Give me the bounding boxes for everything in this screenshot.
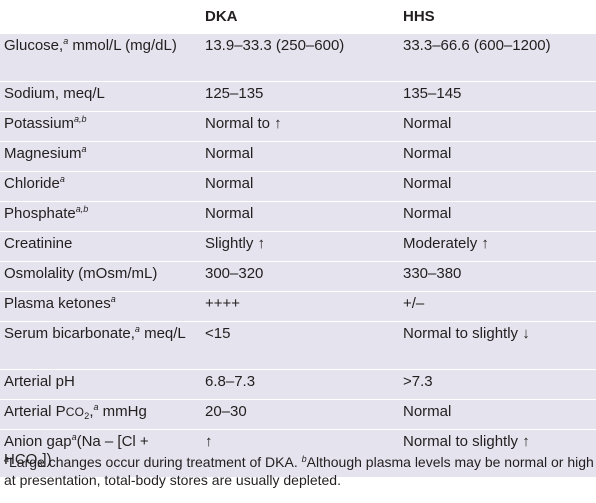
table-row: Potassiuma,b Normal to ↑ Normal — [0, 111, 596, 142]
dka-value: Slightly ↑ — [201, 231, 399, 262]
row-label: Creatinine — [0, 231, 201, 262]
table-row: Glucose,a mmol/L (mg/dL) 13.9–33.3 (250–6… — [0, 33, 596, 82]
hhs-value: Normal — [399, 201, 596, 232]
row-label: Glucose,a mmol/L (mg/dL) — [0, 33, 201, 82]
hhs-value: Normal — [399, 111, 596, 142]
dka-value: ↑ — [201, 429, 399, 477]
dka-value: <15 — [201, 321, 399, 370]
footnote-b-text: Although plasma levels may be normal or … — [4, 454, 594, 488]
table-row: Sodium, meq/L 125–135 135–145 — [0, 81, 596, 112]
header-hhs: HHS — [399, 0, 596, 34]
dka-value: Normal — [201, 201, 399, 232]
dka-value: 6.8–7.3 — [201, 369, 399, 400]
table-row: Plasma ketonesa ++++ +/– — [0, 291, 596, 322]
dka-value: Normal — [201, 171, 399, 202]
table-row: Magnesiuma Normal Normal — [0, 141, 596, 172]
row-label: Arterial pH — [0, 369, 201, 400]
dka-value: Normal to ↑ — [201, 111, 399, 142]
dka-hhs-lab-table: DKA HHS Glucose,a mmol/L (mg/dL) 13.9–33.… — [0, 0, 596, 477]
row-label: Phosphatea,b — [0, 201, 201, 232]
table-row: Phosphatea,b Normal Normal — [0, 201, 596, 232]
table-row: Chloridea Normal Normal — [0, 171, 596, 202]
header-row: DKA HHS — [0, 0, 596, 34]
row-label: Chloridea — [0, 171, 201, 202]
table-row: Serum bicarbonate,a meq/L <15 Normal to sl… — [0, 321, 596, 370]
hhs-value: 135–145 — [399, 81, 596, 112]
hhs-value: 330–380 — [399, 261, 596, 292]
dka-value: 125–135 — [201, 81, 399, 112]
row-label: Serum bicarbonate,a meq/L — [0, 321, 201, 370]
header-label-col — [0, 0, 201, 34]
row-label: Arterial PCO2,a mmHg — [0, 399, 201, 430]
table-row-pco2: Arterial PCO2,a mmHg 20–30 Normal — [0, 399, 596, 430]
dka-value: 20–30 — [201, 399, 399, 430]
hhs-value: 33.3–66.6 (600–1200) — [399, 33, 596, 82]
hhs-value: Normal — [399, 141, 596, 172]
header-dka: DKA — [201, 0, 399, 34]
hhs-value: Normal to slightly ↑ — [399, 429, 596, 477]
hhs-value: >7.3 — [399, 369, 596, 400]
dka-value: ++++ — [201, 291, 399, 322]
footnote-b-mark: b — [301, 454, 307, 464]
table-row: Osmolality (mOsm/mL) 300–320 330–380 — [0, 261, 596, 292]
hhs-value: Normal to slightly ↓ — [399, 321, 596, 370]
row-label: Sodium, meq/L — [0, 81, 201, 112]
hhs-value: Moderately ↑ — [399, 231, 596, 262]
footnote-a-mark: a — [4, 454, 10, 464]
dka-value: 300–320 — [201, 261, 399, 292]
table-row-anion-gap: Anion gapa(Na – [Cl + HCO3]) ↑ Normal to… — [0, 429, 596, 477]
hhs-value: Normal — [399, 171, 596, 202]
table-row: Arterial pH 6.8–7.3 >7.3 — [0, 369, 596, 400]
dka-value: 13.9–33.3 (250–600) — [201, 33, 399, 82]
footnote-a-text: Large changes occur during treatment of … — [9, 454, 302, 470]
row-label: Plasma ketonesa — [0, 291, 201, 322]
table-footnote: aLarge changes occur during treatment of… — [4, 453, 594, 489]
dka-value: Normal — [201, 141, 399, 172]
hhs-value: Normal — [399, 399, 596, 430]
row-label: Magnesiuma — [0, 141, 201, 172]
table-row: Creatinine Slightly ↑ Moderately ↑ — [0, 231, 596, 262]
hhs-value: +/– — [399, 291, 596, 322]
row-label: Potassiuma,b — [0, 111, 201, 142]
row-label: Anion gapa(Na – [Cl + HCO3]) — [0, 429, 201, 477]
row-label: Osmolality (mOsm/mL) — [0, 261, 201, 292]
